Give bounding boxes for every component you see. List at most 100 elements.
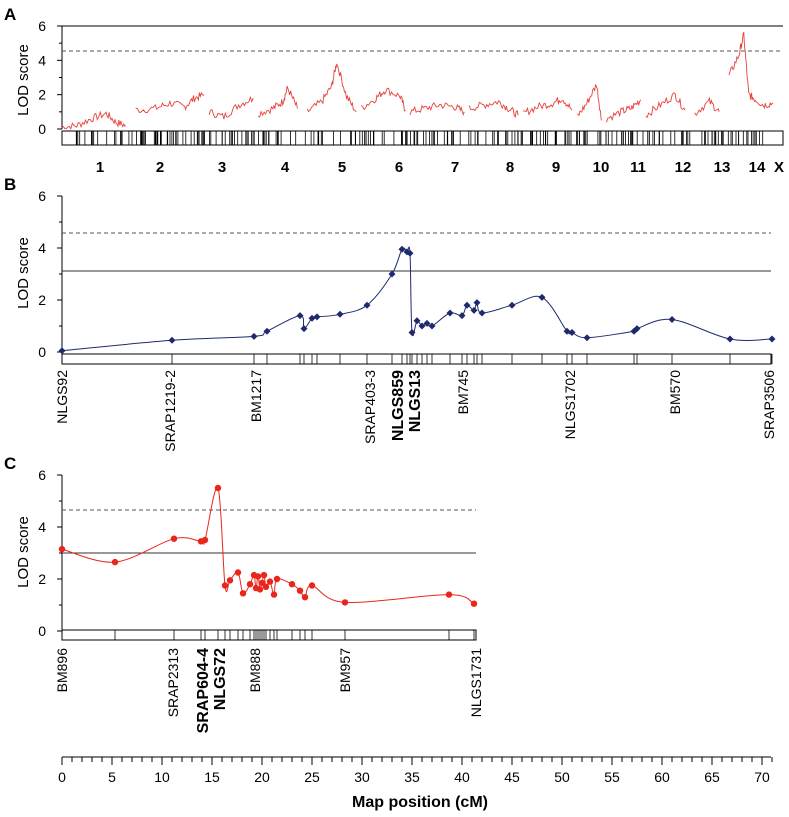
panel-b-data-point bbox=[406, 249, 414, 257]
panel-b-marker-label: NLGS1702 bbox=[562, 370, 578, 439]
panel-a-y-tick-label: 6 bbox=[38, 18, 46, 34]
chr-2-lod-trace bbox=[135, 91, 205, 114]
panel-c-data-point bbox=[58, 545, 66, 553]
panel-a-y-tick-label: 4 bbox=[38, 52, 46, 68]
panel-b-data-point bbox=[538, 293, 546, 301]
panel-c-marker-label: BM896 bbox=[54, 648, 70, 693]
panel-c-y-axis: 0 2 4 6 bbox=[38, 467, 63, 639]
panel-c-data-point bbox=[266, 578, 274, 585]
x-axis-tick-label: 50 bbox=[554, 769, 570, 785]
panel-a-lod-profile bbox=[61, 31, 774, 130]
panel-c-data-point bbox=[234, 569, 242, 576]
panel-b-data-point bbox=[423, 319, 431, 327]
x-axis-title: Map position (cM) bbox=[352, 794, 488, 811]
panel-c-marker-label: SRAP2313 bbox=[165, 648, 181, 717]
panel-c-data-point bbox=[170, 535, 178, 542]
panel-a-y-tick-label: 0 bbox=[38, 121, 46, 137]
panel-c-data-point bbox=[308, 582, 316, 589]
x-axis-ticks: 0 5 10 15 20 25 30 35 40 45 50 55 60 65 70 bbox=[58, 757, 773, 785]
panel-c-data-point bbox=[262, 583, 270, 590]
panel-c-data-point bbox=[239, 590, 247, 597]
panel-b-data-point bbox=[470, 306, 478, 314]
chr-7-lod-trace bbox=[409, 101, 465, 116]
panel-c-data-point bbox=[301, 594, 309, 601]
x-axis-tick-label: 5 bbox=[108, 769, 116, 785]
panel-b-y-tick-label: 6 bbox=[38, 188, 46, 204]
panel-b-marker-label: SRAP1219-2 bbox=[162, 370, 178, 452]
panel-b-marker-label: BM745 bbox=[455, 370, 471, 415]
panel-b-linkage-lod-plot: LOD score 0 2 4 6 NLGS92 SRAP1219-2 BM1217 SRA… bbox=[15, 188, 777, 452]
panel-c-y-tick-label: 4 bbox=[38, 519, 46, 535]
panel-c-data-point bbox=[270, 591, 278, 598]
panel-c-data-point bbox=[341, 599, 349, 606]
panel-b-data-point bbox=[413, 317, 421, 325]
panel-c-series bbox=[58, 484, 478, 607]
panel-b-marker-label: NLGS859 bbox=[390, 370, 407, 441]
x-axis-tick-label: 65 bbox=[704, 769, 720, 785]
panel-b-data-point bbox=[478, 309, 486, 317]
x-axis-tick-label: 20 bbox=[254, 769, 270, 785]
panel-b-data-point bbox=[313, 313, 321, 321]
chromosome-label-13: 13 bbox=[714, 159, 731, 176]
panel-c-data-point bbox=[288, 581, 296, 588]
chromosome-label-8: 8 bbox=[506, 159, 514, 176]
panel-c-data-point bbox=[226, 577, 234, 584]
panel-b-data-point bbox=[300, 325, 308, 333]
x-axis-tick-label: 60 bbox=[654, 769, 670, 785]
panel-b-data-point bbox=[446, 309, 454, 317]
panel-c-data-point bbox=[273, 575, 281, 583]
chr-13-lod-trace bbox=[694, 96, 720, 117]
panel-c-marker-label: NLGS1731 bbox=[468, 648, 484, 717]
panel-b-data-point bbox=[418, 322, 426, 330]
panel-a-marker-ticks bbox=[75, 131, 764, 145]
chromosome-label-11: 11 bbox=[630, 159, 646, 176]
panel-c-y-tick-label: 6 bbox=[38, 467, 46, 483]
chromosome-label-X: X bbox=[774, 159, 784, 176]
chromosome-label-10: 10 bbox=[593, 159, 610, 176]
panel-b-data-point bbox=[263, 327, 271, 335]
panel-b-y-tick-label: 0 bbox=[38, 344, 46, 360]
panel-b-data-point bbox=[296, 312, 304, 320]
x-axis-tick-label: 15 bbox=[204, 769, 220, 785]
panel-c-y-tick-label: 2 bbox=[38, 571, 46, 587]
panel-b-data-point bbox=[428, 322, 436, 330]
panel-c-data-point bbox=[111, 558, 119, 566]
panel-b-marker-label: SRAP3506 bbox=[761, 370, 777, 439]
chr-14-lod-trace bbox=[728, 31, 774, 110]
map-position-axis: 0 5 10 15 20 25 30 35 40 45 50 55 60 65 70 Map positio… bbox=[58, 756, 773, 811]
panel-b-marker-label: BM570 bbox=[667, 370, 683, 415]
x-axis-tick-label: 45 bbox=[504, 769, 520, 785]
panel-b-data-point bbox=[563, 327, 571, 335]
panel-b-data-point bbox=[473, 299, 481, 307]
panel-b-data-point bbox=[508, 301, 516, 309]
panel-b-marker-bar bbox=[61, 353, 772, 365]
x-axis-tick-label: 35 bbox=[404, 769, 420, 785]
chr-12-lod-trace bbox=[645, 92, 686, 119]
chr-3-lod-trace bbox=[208, 95, 254, 120]
panel-b-y-tick-label: 2 bbox=[38, 292, 46, 308]
panel-b-data-point bbox=[58, 347, 66, 355]
panel-b-marker-ticks bbox=[61, 354, 773, 364]
panel-b-lod-line bbox=[61, 246, 773, 352]
panel-c-data-point bbox=[214, 484, 222, 492]
panel-c-data-point bbox=[246, 581, 254, 588]
panel-b-marker-label: BM1217 bbox=[248, 370, 264, 422]
x-axis-tick-label: 10 bbox=[154, 769, 170, 785]
chromosome-label-6: 6 bbox=[395, 159, 403, 176]
panel-c-marker-bar bbox=[61, 629, 477, 641]
panel-label-c: C bbox=[4, 454, 16, 473]
panel-b-data-point bbox=[250, 332, 258, 340]
panel-b-data-point bbox=[168, 336, 176, 344]
panel-c-data-point bbox=[260, 571, 268, 579]
chr-6-lod-trace bbox=[360, 87, 406, 112]
panel-c-marker-label: NLGS72 bbox=[212, 648, 229, 710]
panel-b-data-point bbox=[336, 310, 344, 318]
panel-b-data-point bbox=[308, 314, 316, 322]
x-axis-tick-label: 55 bbox=[604, 769, 620, 785]
panel-b-data-point bbox=[363, 301, 371, 309]
panel-b-y-axis: 0 2 4 6 bbox=[38, 188, 63, 360]
panel-c-marker-label: BM888 bbox=[247, 648, 263, 693]
chr-4-lod-trace bbox=[257, 85, 298, 118]
